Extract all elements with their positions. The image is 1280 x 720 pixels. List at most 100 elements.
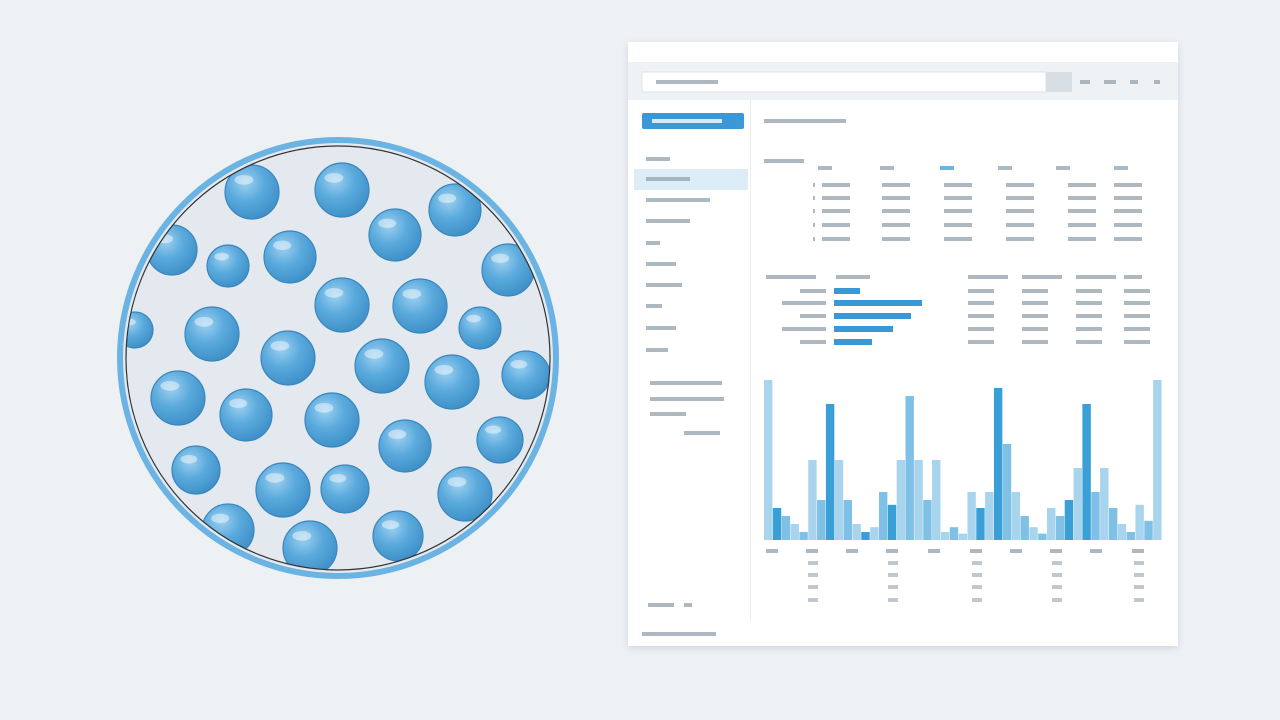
bar: [772, 508, 782, 540]
bubble-highlight: [234, 174, 254, 185]
text-placeholder: [646, 219, 690, 223]
text-placeholder: [1134, 598, 1144, 602]
bar: [976, 508, 985, 540]
bar: [1029, 527, 1038, 540]
text-placeholder: [808, 573, 818, 577]
text-placeholder: [1114, 183, 1142, 187]
text-placeholder: [968, 327, 994, 331]
text-placeholder: [1134, 585, 1144, 589]
bubble: [263, 230, 317, 284]
bar: [781, 516, 791, 540]
selected-nav-item[interactable]: [634, 169, 748, 190]
text-placeholder: [1006, 223, 1034, 227]
bubble: [314, 162, 370, 218]
bar: [1064, 500, 1074, 540]
text-placeholder: [1052, 585, 1062, 589]
text-placeholder: [882, 237, 910, 241]
text-placeholder: [1052, 573, 1062, 577]
bubble: [255, 462, 311, 518]
text-placeholder: [648, 603, 674, 607]
bubble-highlight: [388, 429, 407, 439]
text-placeholder: [1052, 561, 1062, 565]
bar: [923, 500, 932, 540]
text-placeholder: [813, 183, 815, 187]
text-placeholder: [782, 301, 826, 305]
bar: [1002, 444, 1012, 540]
text-placeholder: [882, 183, 910, 187]
text-placeholder: [1076, 301, 1102, 305]
bar: [843, 500, 853, 540]
text-placeholder: [818, 166, 832, 170]
bubble-highlight: [292, 530, 312, 541]
text-placeholder: [888, 585, 898, 589]
bar: [949, 527, 959, 540]
bar: [1011, 492, 1021, 540]
bubble: [437, 466, 493, 522]
bar: [852, 524, 861, 540]
text-placeholder: [764, 119, 846, 123]
bubble: [219, 388, 273, 442]
bar: [940, 532, 950, 540]
bubble: [378, 419, 432, 473]
text-placeholder: [808, 561, 818, 565]
text-placeholder: [822, 183, 850, 187]
text-placeholder: [1068, 183, 1096, 187]
bar: [1100, 468, 1109, 540]
text-placeholder: [1154, 80, 1160, 84]
text-placeholder: [1022, 289, 1048, 293]
text-placeholder: [882, 223, 910, 227]
text-placeholder: [1114, 223, 1142, 227]
text-placeholder: [882, 209, 910, 213]
bar: [1038, 533, 1047, 540]
text-placeholder: [684, 431, 720, 435]
bubble: [184, 306, 240, 362]
bar: [790, 524, 799, 540]
text-placeholder: [972, 585, 982, 589]
bubble-highlight: [378, 218, 397, 228]
text-placeholder: [968, 314, 994, 318]
placeholder-text: [642, 80, 1160, 636]
bar: [1117, 524, 1127, 540]
text-placeholder: [642, 632, 716, 636]
text-placeholder: [650, 397, 724, 401]
text-placeholder: [1134, 561, 1144, 565]
text-placeholder: [764, 159, 804, 163]
bubble-highlight: [485, 425, 502, 434]
bar: [1153, 380, 1162, 540]
search-button[interactable]: [1046, 72, 1072, 92]
text-placeholder: [806, 549, 818, 553]
text-placeholder: [972, 561, 982, 565]
bar: [764, 380, 773, 540]
bubble-highlight: [491, 253, 510, 263]
table-bar: [834, 300, 922, 306]
bubble-highlight: [160, 380, 180, 391]
bubble: [260, 330, 316, 386]
text-placeholder: [650, 381, 722, 385]
text-placeholder: [1124, 301, 1150, 305]
bubble-highlight: [273, 240, 292, 250]
bar: [834, 460, 844, 540]
bubble: [224, 164, 280, 220]
bubble: [320, 464, 370, 514]
text-placeholder: [928, 549, 940, 553]
bar: [808, 460, 817, 540]
text-placeholder: [972, 598, 982, 602]
bar: [914, 460, 923, 540]
text-placeholder: [800, 314, 826, 318]
bar: [967, 492, 976, 540]
text-placeholder: [998, 166, 1012, 170]
bar: [1135, 504, 1144, 540]
text-placeholder: [944, 183, 972, 187]
text-placeholder: [1068, 209, 1096, 213]
text-placeholder: [888, 573, 898, 577]
bubble-highlight: [510, 359, 528, 369]
text-placeholder: [1114, 166, 1128, 170]
sidebar-divider: [750, 100, 751, 620]
bar: [985, 492, 994, 540]
bar: [861, 532, 870, 540]
text-placeholder: [1090, 549, 1102, 553]
bar: [1144, 520, 1153, 540]
text-placeholder: [1114, 196, 1142, 200]
text-placeholder: [646, 157, 670, 161]
